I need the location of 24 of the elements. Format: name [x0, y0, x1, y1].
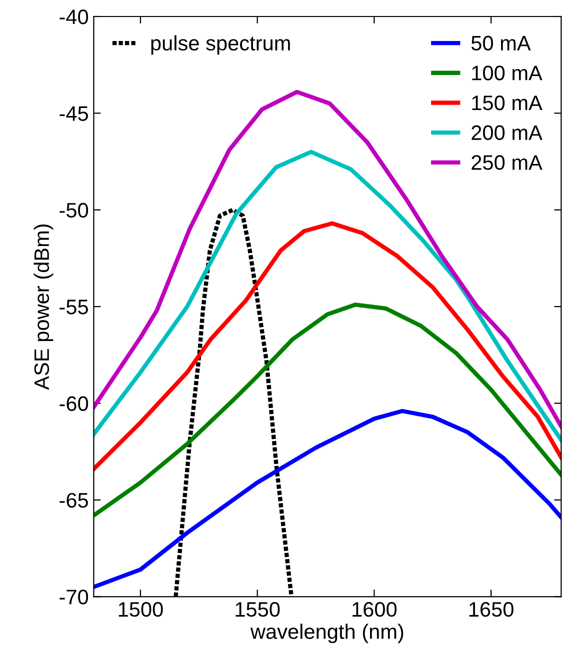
legend-label: 100 mA: [472, 66, 542, 80]
legend-label: 50 mA: [471, 36, 531, 51]
y-tick-label: -55: [60, 300, 88, 314]
y-axis-title: ASE power (dBm): [34, 224, 54, 390]
y-tick-label: -70: [60, 590, 88, 604]
legend-label: 200 mA: [472, 125, 542, 140]
x-axis-title: wavelength (nm): [250, 624, 404, 644]
legend-label: pulse spectrum: [151, 35, 290, 55]
x-tick-label: 1650: [469, 602, 514, 617]
line-series: [94, 150, 562, 442]
legend-label: 150 mA: [472, 95, 542, 110]
y-tick-label: -60: [60, 396, 88, 412]
line-series: [94, 221, 562, 472]
line-series: [94, 302, 562, 518]
y-tick-label: -45: [60, 106, 88, 121]
y-tick-label: -50: [60, 202, 88, 218]
y-tick-label: -65: [60, 492, 88, 508]
x-tick-label: 1500: [118, 602, 163, 617]
y-tick-label: -40: [60, 10, 88, 24]
line-series: [94, 408, 562, 590]
legend-label: 250 mA: [472, 155, 542, 170]
x-tick-label: 1600: [352, 602, 397, 617]
line-series: [94, 90, 562, 429]
x-tick-label: 1550: [236, 602, 280, 617]
